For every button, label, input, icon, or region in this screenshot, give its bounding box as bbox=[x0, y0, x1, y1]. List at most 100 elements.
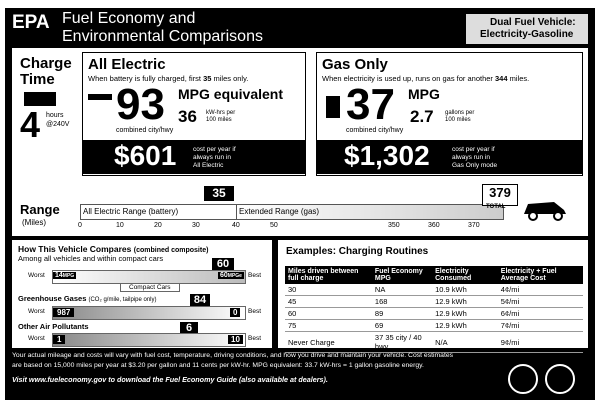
ghg-marker: 84 bbox=[190, 294, 210, 307]
footer-text: are based on 15,000 miles per year at $3… bbox=[12, 362, 424, 369]
gallons: 2.7 bbox=[410, 107, 434, 126]
cost-note: Gas Only mode bbox=[452, 162, 498, 169]
table-cell: N/A bbox=[432, 331, 498, 353]
kwh: 36 bbox=[178, 107, 197, 126]
table-cell: 6¢/mi bbox=[497, 307, 583, 320]
table-cell: 75 bbox=[285, 319, 372, 332]
cost-note: cost per year if bbox=[452, 146, 495, 153]
range-unit: (Miles) bbox=[22, 218, 46, 227]
agency: EPA bbox=[12, 12, 50, 33]
range-title: Range bbox=[20, 202, 60, 217]
column-header: Fuel Economy MPG bbox=[371, 266, 433, 284]
table-cell: 69 bbox=[371, 319, 433, 332]
title: Fuel Economy and bbox=[62, 10, 196, 27]
compare-title-text: How This Vehicle Compares bbox=[18, 244, 132, 254]
element bbox=[528, 211, 538, 221]
cost-note: cost per year if bbox=[193, 146, 236, 153]
cost-bar bbox=[317, 140, 582, 174]
dot-logo bbox=[545, 364, 575, 394]
epa-logo bbox=[508, 364, 538, 394]
worst-number: 14 bbox=[55, 272, 63, 279]
footer-link: Visit www.fueleconomy.gov to download th… bbox=[12, 375, 328, 384]
cost-note: All Electric bbox=[193, 162, 224, 169]
best-label: Best bbox=[248, 308, 262, 315]
kwh-unit: 100 miles bbox=[206, 117, 232, 123]
element: Miles driven between full charge Fuel Eco… bbox=[285, 266, 583, 284]
note-miles: 35 bbox=[203, 74, 212, 83]
best-value: 60MPGe bbox=[218, 272, 244, 279]
table-cell: 12.9 kWh bbox=[432, 295, 498, 308]
table-row: 75 69 12.9 kWh 7¢/mi bbox=[285, 319, 583, 332]
table-cell: 7¢/mi bbox=[497, 319, 583, 332]
mpg-unit: MPG bbox=[408, 86, 440, 102]
worst-label: Worst bbox=[28, 335, 45, 342]
best-label: Best bbox=[248, 272, 262, 279]
car-icon bbox=[524, 202, 566, 221]
column-header: Miles driven between full charge bbox=[285, 266, 372, 284]
ghg-title: Greenhouse Gases (CO₂ g/mile, tailpipe o… bbox=[18, 294, 157, 303]
table-row: 30 NA 10.9 kWh 4¢/mi bbox=[285, 284, 583, 296]
range-label: Extended Range (gas) bbox=[239, 207, 320, 216]
table-cell: 5¢/mi bbox=[497, 295, 583, 308]
table-row: 60 89 12.9 kWh 6¢/mi bbox=[285, 307, 583, 320]
best-value: 0 bbox=[230, 308, 241, 317]
cost: $601 bbox=[114, 140, 177, 171]
compare-title: How This Vehicle Compares (combined comp… bbox=[18, 244, 208, 254]
table-cell: 168 bbox=[371, 295, 433, 308]
table-body: 30 NA 10.9 kWh 4¢/mi 45 168 12.9 kWh 5¢/mi 60 89 1… bbox=[285, 284, 583, 353]
gallons-unit: gallons per bbox=[445, 110, 475, 116]
charge-unit: hours bbox=[46, 112, 64, 119]
best-value: 10 bbox=[228, 335, 243, 344]
compare-note: (combined composite) bbox=[133, 247, 209, 254]
header-row: Miles driven between full charge Fuel Eco… bbox=[285, 266, 583, 284]
table-cell: 12.9 kWh bbox=[432, 307, 498, 320]
air-title: Other Air Pollutants bbox=[18, 322, 89, 331]
table-cell: 4¢/mi bbox=[497, 284, 583, 296]
pump-icon bbox=[326, 96, 340, 118]
range-tick-label: 50 bbox=[270, 222, 278, 229]
note-text: When electricity is used up, runs on gas… bbox=[322, 74, 493, 83]
table-cell: 12.9 kWh bbox=[432, 319, 498, 332]
gas-range-bar bbox=[236, 204, 504, 220]
cost-note: always run in bbox=[452, 154, 490, 161]
kwh-unit: kW-hrs per bbox=[206, 110, 236, 116]
range-tick-label: 40 bbox=[232, 222, 240, 229]
worst-value: 14MPG bbox=[53, 272, 77, 279]
note-text: When battery is fully charged, first bbox=[88, 74, 201, 83]
ghg-title-text: Greenhouse Gases bbox=[18, 294, 87, 303]
range-tick-label: 0 bbox=[78, 222, 82, 229]
worst-unit: MPG bbox=[62, 273, 75, 279]
table-cell: 9¢/mi bbox=[497, 331, 583, 353]
range-tick-label: 20 bbox=[154, 222, 162, 229]
table-cell: 10.9 kWh bbox=[432, 284, 498, 296]
range-label: All Electric Range (battery) bbox=[83, 207, 179, 216]
best-unit: MPGe bbox=[227, 273, 242, 279]
note: When electricity is used up, runs on gas… bbox=[322, 74, 529, 83]
table-cell: NA bbox=[371, 284, 433, 296]
note: When battery is fully charged, first 35 … bbox=[88, 74, 248, 83]
range-marker: 35 bbox=[204, 186, 234, 201]
range-tick-label: 370 bbox=[468, 222, 480, 229]
gallons-unit: 100 miles bbox=[445, 117, 471, 123]
air-marker: 6 bbox=[180, 322, 198, 335]
range-tick-label: 30 bbox=[192, 222, 200, 229]
combined: combined city/hwy bbox=[346, 127, 404, 134]
fuel-marker: 60 bbox=[212, 258, 234, 270]
vehicle-fuel: Electricity-Gasoline bbox=[480, 29, 574, 40]
class-label: Compact Cars bbox=[120, 283, 180, 292]
column-header: Electricity + Fuel Average Cost bbox=[497, 266, 583, 284]
footer-text: Your actual mileage and costs will vary … bbox=[12, 352, 454, 359]
best-label: Best bbox=[248, 335, 262, 342]
mpg: 37 bbox=[346, 80, 395, 129]
plug-icon bbox=[88, 94, 112, 100]
best-number: 60 bbox=[220, 272, 228, 279]
vehicle-type: Dual Fuel Vehicle: bbox=[490, 17, 576, 28]
table-cell: 45 bbox=[285, 295, 372, 308]
table-row: 45 168 12.9 kWh 5¢/mi bbox=[285, 295, 583, 308]
table-cell: Never Charge bbox=[285, 331, 372, 353]
mpge-unit: MPG equivalent bbox=[178, 86, 284, 102]
ghg-note: (CO₂ g/mile, tailpipe only) bbox=[88, 297, 157, 303]
table-cell: 37 35 city / 40 hwy bbox=[371, 331, 433, 353]
note-text: miles. bbox=[509, 74, 530, 83]
